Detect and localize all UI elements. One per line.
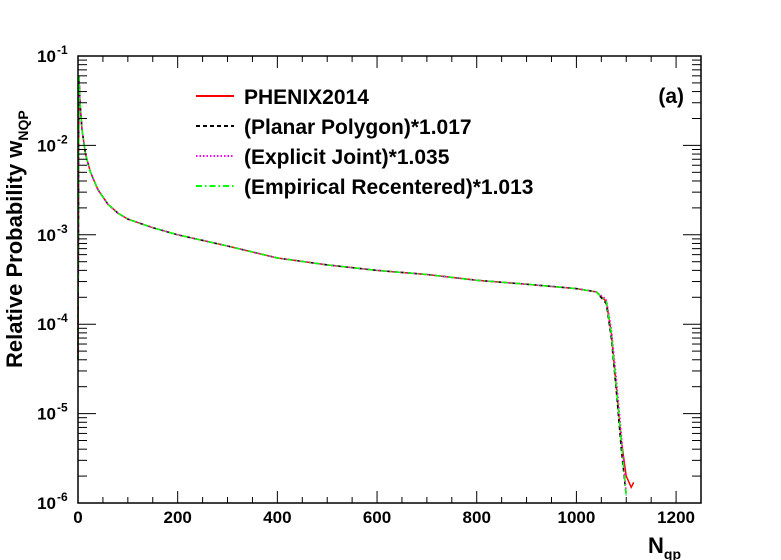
- x-tick-label: 600: [363, 508, 391, 527]
- legend-label-2: (Explicit Joint)*1.035: [244, 146, 450, 169]
- y-tick-exponent: -1: [57, 43, 68, 57]
- panel-label: (a): [658, 85, 684, 108]
- y-tick-exponent: -5: [57, 401, 68, 415]
- legend-label-3: (Empirical Recentered)*1.013: [244, 176, 533, 199]
- x-tick-label: 400: [263, 508, 291, 527]
- legend-label-1: (Planar Polygon)*1.017: [244, 116, 472, 139]
- y-tick-label: 10: [37, 405, 56, 424]
- y-axis-title-main: Relative Probability w: [2, 140, 27, 368]
- y-axis-title-sub: NQP: [15, 110, 31, 140]
- y-tick-exponent: -2: [57, 132, 68, 146]
- y-tick-exponent: -6: [57, 490, 68, 504]
- x-axis-title-sub: qp: [664, 546, 681, 560]
- ticks-layer: [77, 55, 702, 504]
- legend-label-0: PHENIX2014: [244, 86, 369, 109]
- x-axis-title-main: N: [648, 533, 664, 558]
- series-layer: [77, 75, 635, 496]
- series-line-2: [77, 75, 627, 493]
- y-tick-label: 10: [37, 47, 56, 66]
- x-tick-label: 200: [163, 508, 191, 527]
- legend: PHENIX2014 (Planar Polygon)*1.017 (Explici…: [196, 86, 533, 199]
- y-tick-label: 10: [37, 494, 56, 513]
- y-tick-label: 10: [37, 315, 56, 334]
- y-tick-exponent: -4: [57, 311, 68, 325]
- x-tick-label: 800: [463, 508, 491, 527]
- x-tick-label: 1200: [657, 508, 695, 527]
- x-tick-label: 1000: [557, 508, 595, 527]
- series-line-3: [77, 75, 627, 496]
- y-tick-label: 10: [37, 136, 56, 155]
- y-tick-label: 10: [37, 226, 56, 245]
- x-axis-title: Nqp: [648, 533, 681, 560]
- y-axis-title: Relative Probability wNQP: [2, 110, 31, 368]
- x-tick-label: 0: [73, 508, 82, 527]
- plot-frame: [77, 55, 702, 504]
- y-tick-exponent: -3: [57, 222, 68, 236]
